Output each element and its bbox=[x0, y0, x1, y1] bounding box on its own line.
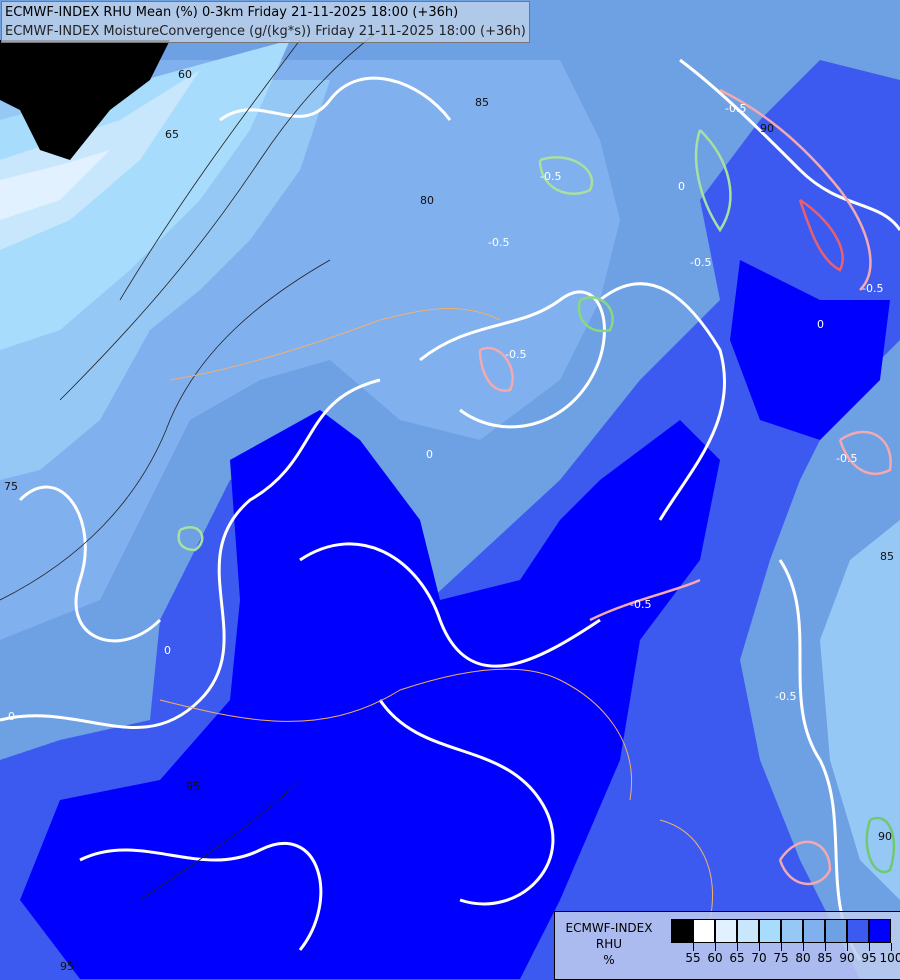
title-rhu: ECMWF-INDEX RHU Mean (%) 0-3km Friday 21… bbox=[5, 5, 459, 20]
rhu-95-100-region-ne bbox=[730, 260, 890, 440]
legend-swatch bbox=[715, 919, 737, 943]
legend-tick bbox=[803, 943, 804, 951]
legend-title-line1: ECMWF-INDEX bbox=[565, 921, 653, 935]
contour-label: 85 bbox=[880, 550, 894, 563]
legend-title-line2: RHU bbox=[595, 937, 623, 951]
legend-tick bbox=[781, 943, 782, 951]
title-moisture-convergence: ECMWF-INDEX MoistureConvergence (g/(kg*s… bbox=[5, 24, 526, 39]
legend-swatch bbox=[847, 919, 869, 943]
contour-label: -0.5 bbox=[488, 236, 509, 249]
legend-tick-label: 65 bbox=[729, 951, 745, 965]
legend-tick bbox=[825, 943, 826, 951]
legend-tick bbox=[891, 943, 892, 951]
legend-title: ECMWF-INDEX RHU % bbox=[557, 920, 661, 968]
legend-tick-label: 95 bbox=[861, 951, 877, 965]
rhu-contours-black bbox=[0, 29, 381, 901]
map-title-box: ECMWF-INDEX RHU Mean (%) 0-3km Friday 21… bbox=[1, 1, 530, 43]
convergence-contours-negative bbox=[478, 88, 892, 886]
legend-tick-label: 75 bbox=[773, 951, 789, 965]
legend-tick-label: 90 bbox=[839, 951, 855, 965]
contour-label: -0.5 bbox=[836, 452, 857, 465]
legend-tick bbox=[737, 943, 738, 951]
contour-label: -0.5 bbox=[630, 598, 651, 611]
legend-swatch bbox=[671, 919, 693, 943]
contour-label: 60 bbox=[178, 68, 192, 81]
legend-tick-label: 100 bbox=[879, 951, 900, 965]
legend-tick bbox=[869, 943, 870, 951]
legend-tick bbox=[759, 943, 760, 951]
contour-label: 75 bbox=[4, 480, 18, 493]
legend-tick-label: 85 bbox=[817, 951, 833, 965]
contour-label: -0.5 bbox=[505, 348, 526, 361]
contour-label: 0 bbox=[164, 644, 171, 657]
legend-swatch bbox=[803, 919, 825, 943]
contour-label: 65 bbox=[165, 128, 179, 141]
legend-tick-label: 70 bbox=[751, 951, 767, 965]
contour-label: 95 bbox=[60, 960, 74, 973]
contour-label: -0.5 bbox=[862, 282, 883, 295]
contour-label: 80 bbox=[420, 194, 434, 207]
land-mask-black bbox=[0, 40, 170, 160]
contour-label: -0.5 bbox=[540, 170, 561, 183]
legend-tick-label: 55 bbox=[685, 951, 701, 965]
contour-label: 0 bbox=[426, 448, 433, 461]
contour-label: -0.5 bbox=[725, 102, 746, 115]
borders bbox=[159, 307, 714, 921]
contour-label: 0 bbox=[8, 710, 15, 723]
color-legend: ECMWF-INDEX RHU % 55 60 65 70 75 80 85 90 95 100 bbox=[554, 911, 900, 980]
legend-swatch bbox=[693, 919, 715, 943]
convergence-contours-positive bbox=[177, 129, 896, 874]
legend-swatch bbox=[869, 919, 891, 943]
rhu-95-100-region bbox=[20, 410, 720, 979]
contour-label: -0.5 bbox=[690, 256, 711, 269]
legend-tick bbox=[715, 943, 716, 951]
contour-label: 85 bbox=[475, 96, 489, 109]
legend-swatch bbox=[825, 919, 847, 943]
legend-tick-label: 60 bbox=[707, 951, 723, 965]
contour-label: 0 bbox=[678, 180, 685, 193]
contour-label: 90 bbox=[878, 830, 892, 843]
legend-swatch bbox=[781, 919, 803, 943]
contour-label: 0 bbox=[817, 318, 824, 331]
rhu-60-65-region bbox=[0, 150, 110, 220]
legend-tick bbox=[847, 943, 848, 951]
legend-swatch bbox=[759, 919, 781, 943]
contour-labels: 60 65 85 80 75 90 95 95 85 90 -0.5 -0.5 … bbox=[4, 68, 894, 973]
contour-label: 90 bbox=[760, 122, 774, 135]
convergence-contours-white bbox=[0, 58, 900, 961]
legend-unit: % bbox=[603, 953, 615, 967]
legend-swatch bbox=[737, 919, 759, 943]
legend-tick-label: 80 bbox=[795, 951, 811, 965]
contour-label: -0.5 bbox=[775, 690, 796, 703]
contour-label: 95 bbox=[186, 780, 200, 793]
legend-tick bbox=[693, 943, 694, 951]
rhu-80-85-region-east bbox=[820, 520, 900, 900]
